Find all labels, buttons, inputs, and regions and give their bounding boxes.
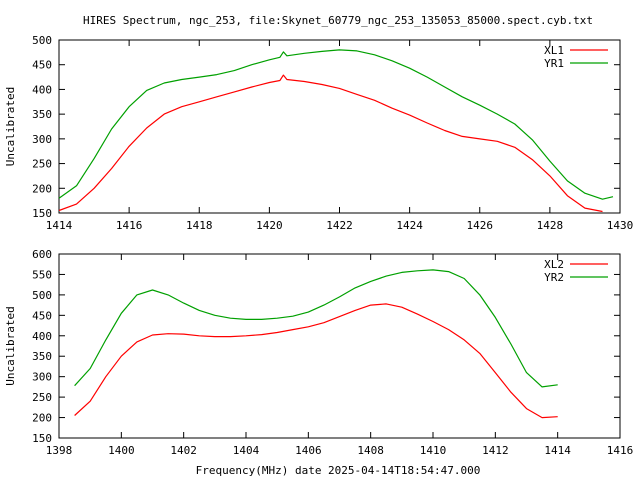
x-tick-label: 1430: [607, 219, 634, 232]
chart-panel-1: HIRES Spectrum, ngc_253, file:Skynet_607…: [4, 14, 633, 232]
x-tick-label: 1416: [607, 444, 634, 457]
y-tick-label: 300: [32, 371, 52, 384]
y-tick-label: 550: [32, 268, 52, 281]
y-tick-label: 600: [32, 248, 52, 261]
y-tick-label: 250: [32, 158, 52, 171]
x-tick-label: 1410: [420, 444, 447, 457]
y-tick-label: 250: [32, 391, 52, 404]
series-line-xl1: [58, 74, 603, 213]
legend-label-xl1: XL1: [544, 44, 564, 57]
chart-panel-2: 1398 1400 1402 1404 1406 1408 1410 1412 1414 1416…: [4, 248, 633, 477]
legend-label-yr1: YR1: [544, 57, 564, 70]
y-tick-label: 200: [32, 412, 52, 425]
x-tick-label: 1424: [396, 219, 423, 232]
y-tick-label: 450: [32, 309, 52, 322]
y-axis-label: Uncalibrated: [4, 306, 17, 385]
x-tick-label: 1426: [467, 219, 494, 232]
y-tick-label: 400: [32, 330, 52, 343]
x-tick-label: 1400: [108, 444, 135, 457]
x-tick-label: 1428: [537, 219, 564, 232]
y-tick-label: 450: [32, 59, 52, 72]
x-tick-label: 1414: [544, 444, 571, 457]
y-tick-label: 500: [32, 34, 52, 47]
legend-label-xl2: XL2: [544, 258, 564, 271]
x-tick-label: 1412: [482, 444, 509, 457]
legend-label-yr2: YR2: [544, 271, 564, 284]
y-tick-label: 150: [32, 207, 52, 220]
x-tick-label: 1420: [256, 219, 283, 232]
x-axis-label: Frequency(MHz) date 2025-04-14T18:54:47.…: [196, 464, 481, 477]
y-tick-label: 200: [32, 182, 52, 195]
x-tick-label: 1402: [170, 444, 197, 457]
series-line-yr2: [74, 269, 558, 388]
x-tick-label: 1404: [233, 444, 260, 457]
series-line-xl2: [74, 303, 558, 419]
x-tick-label: 1408: [357, 444, 384, 457]
x-tick-label: 1414: [46, 219, 73, 232]
plot-frame: [58, 253, 621, 439]
y-tick-label: 350: [32, 108, 52, 121]
x-tick-label: 1418: [186, 219, 213, 232]
x-tick-label: 1422: [326, 219, 353, 232]
x-tick-label: 1398: [46, 444, 73, 457]
series-line-yr1: [58, 49, 614, 200]
x-tick-label: 1406: [295, 444, 322, 457]
y-tick-label: 500: [32, 289, 52, 302]
y-tick-label: 350: [32, 350, 52, 363]
chart-title: HIRES Spectrum, ngc_253, file:Skynet_607…: [83, 14, 593, 27]
x-tick-label: 1416: [116, 219, 143, 232]
y-tick-label: 300: [32, 133, 52, 146]
y-tick-label: 150: [32, 432, 52, 445]
y-tick-label: 400: [32, 83, 52, 96]
y-axis-label: Uncalibrated: [4, 87, 17, 166]
plot-frame: [58, 39, 621, 214]
